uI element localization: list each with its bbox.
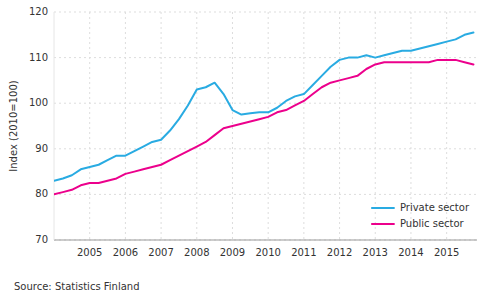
grid-line-y [54,103,477,104]
x-tick-label: 2011 [291,247,316,258]
grid-line-y [54,12,477,13]
grid-line-x [268,12,269,240]
y-tick-label: 120 [29,6,48,17]
legend-swatch [372,223,394,225]
y-axis-line [54,12,55,240]
x-axis-line [54,240,477,241]
grid [54,12,477,240]
x-tick-label: 2015 [434,247,459,258]
x-tick-label: 2013 [363,247,388,258]
ticks: 70 80 90 100 110 120 2005 2006 2007 2008 2009 2010 2… [29,6,459,258]
y-tick-label: 80 [35,188,48,199]
annotation: Source: Statistics Finland [14,281,140,292]
grid-line-x [125,12,126,240]
grid-line-x [339,12,340,240]
legend-swatch [372,207,394,209]
grid-line-y [54,194,477,195]
y-axis-label: Index (2010=100) [8,80,19,172]
chart-container: 70 80 90 100 110 120 2005 2006 2007 2008 2009 2010 2… [0,0,491,302]
grid-line-x [196,12,197,240]
x-tick-label: 2007 [148,247,173,258]
legend: Private sector Public sector [372,202,470,229]
grid-line-x [161,12,162,240]
x-tick-label: 2009 [220,247,245,258]
grid-line-x [89,12,90,240]
series-line [54,33,473,181]
grid-line-y [54,57,477,58]
y-tick-label: 100 [29,97,48,108]
legend-label: Public sector [400,218,465,229]
x-tick-label: 2012 [327,247,352,258]
series-line [54,60,473,195]
x-tick-label: 2008 [184,247,209,258]
y-tick-label: 90 [35,143,48,154]
y-tick-label: 110 [29,52,48,63]
grid-line-y [54,148,477,149]
chart-svg: 70 80 90 100 110 120 2005 2006 2007 2008 2009 2010 2… [0,0,491,302]
x-tick-label: 2005 [77,247,102,258]
grid-line-x [303,12,304,240]
x-tick-label: 2010 [255,247,280,258]
x-tick-label: 2006 [113,247,138,258]
grid-line-x [375,12,376,240]
series-lines [54,33,473,195]
legend-label: Private sector [400,202,470,213]
x-tick-label: 2014 [398,247,423,258]
grid-line-y [54,240,477,241]
y-tick-label: 70 [35,234,48,245]
